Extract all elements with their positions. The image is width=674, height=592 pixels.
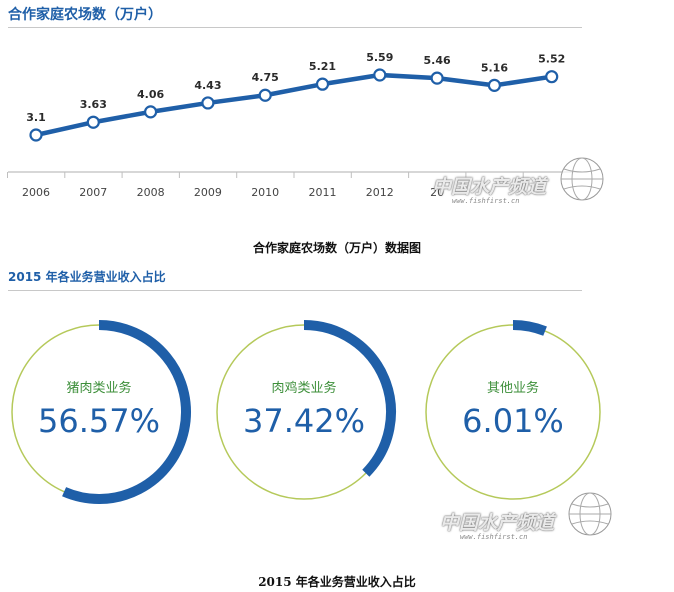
watermark-text: 中国水产频道 [440, 512, 555, 534]
ring-arc [303, 320, 396, 477]
data-label: 5.59 [366, 51, 393, 64]
data-point [201, 96, 215, 110]
data-point [373, 68, 387, 82]
ring-value-label: 56.57% [38, 402, 160, 440]
watermark-text: 中国水产频道 [432, 176, 547, 198]
ring-value-label: 37.42% [243, 402, 365, 440]
line-chart: 3.13.634.064.434.755.215.59 5.465.165.52 … [7, 51, 582, 199]
globe-icon [560, 157, 604, 201]
ring-1: 猪肉类业务 56.57% [11, 320, 191, 504]
x-tick-label: 2010 [251, 186, 279, 199]
data-label: 5.16 [481, 61, 508, 74]
series-line [33, 72, 554, 138]
ring-category-label: 其他业务 [487, 380, 539, 396]
ring-category-label: 肉鸡类业务 [271, 380, 336, 396]
x-tick-label: 2007 [79, 186, 107, 199]
ring-category-label: 猪肉类业务 [66, 380, 131, 396]
ring-value-label: 6.01% [462, 402, 564, 440]
ring-2: 肉鸡类业务 37.42% [216, 320, 396, 500]
data-point [29, 128, 43, 142]
data-point [86, 115, 100, 129]
data-label: 4.75 [252, 71, 279, 84]
title-divider [8, 290, 582, 291]
data-point [430, 71, 444, 85]
x-tick-label: 20 [430, 186, 444, 199]
data-label: 5.52 [538, 53, 565, 66]
globe-icon [568, 492, 612, 536]
data-point [144, 105, 158, 119]
data-point [487, 78, 501, 92]
data-label: 4.06 [137, 88, 164, 101]
data-label: 3.1 [26, 111, 46, 124]
ring-charts: 猪肉类业务 56.57% 肉鸡类业务 37.42% 其他业务 6.01% [11, 320, 601, 504]
data-label: 4.43 [194, 79, 221, 92]
line-chart-caption: 合作家庭农场数（万户）数据图 [252, 241, 421, 255]
watermark-url: www.fishfirst.cn [452, 197, 520, 205]
x-tick-label: 2011 [309, 186, 337, 199]
ring-chart-title: 2015 年各业务营业收入占比 [8, 270, 166, 284]
x-tick-label: 2009 [194, 186, 222, 199]
x-tick-label: 2006 [22, 186, 50, 199]
data-label: 3.63 [80, 98, 107, 111]
x-tick-label: 2008 [137, 186, 165, 199]
data-point [315, 77, 330, 91]
ring-arc [62, 320, 191, 504]
watermark-url: www.fishfirst.cn [460, 533, 528, 541]
data-point [545, 70, 559, 84]
line-chart-title: 合作家庭农场数（万户） [8, 7, 162, 23]
data-label: 5.21 [309, 60, 336, 73]
x-tick-label: 2012 [366, 186, 394, 199]
data-point [258, 88, 272, 102]
ring-3: 其他业务 6.01% [425, 320, 601, 500]
ring-chart-caption: 2015 年各业务营业收入占比 [258, 575, 416, 589]
data-label: 5.46 [424, 54, 451, 67]
title-divider [8, 27, 582, 28]
ring-arc [512, 320, 547, 336]
